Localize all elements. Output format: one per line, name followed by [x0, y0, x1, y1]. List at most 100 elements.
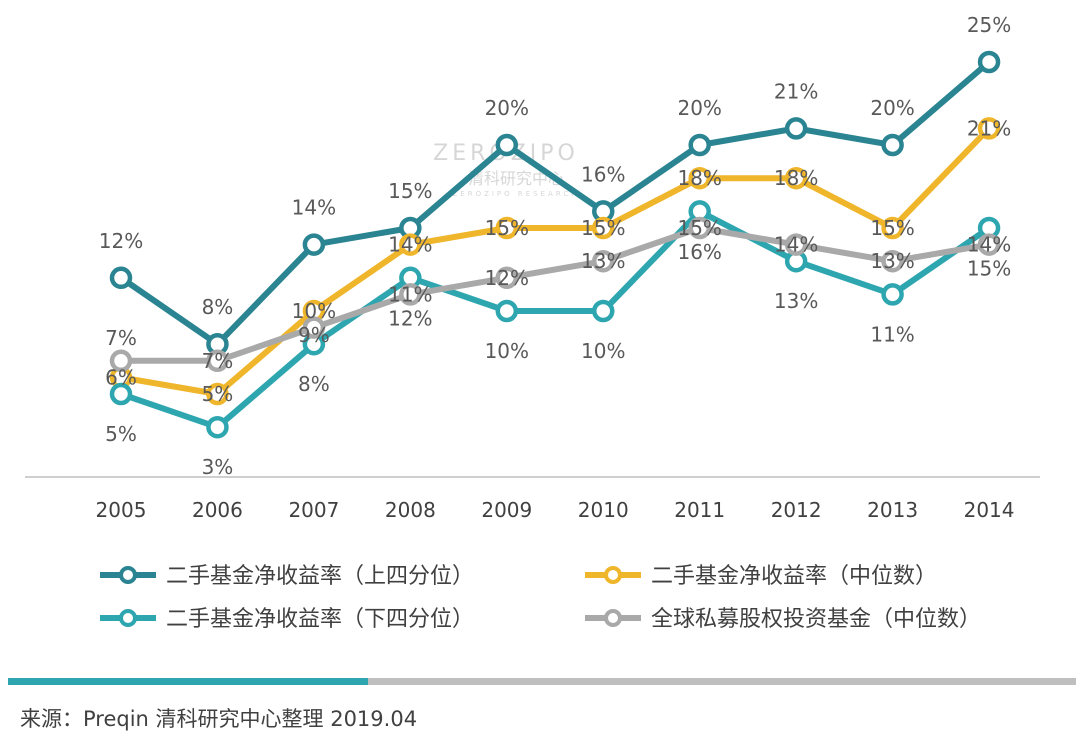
data-label: 14%	[967, 233, 1011, 257]
legend-marker	[604, 566, 622, 584]
legend-marker	[119, 566, 137, 584]
data-label: 13%	[870, 249, 914, 273]
legend-item: 全球私募股权投资基金（中位数）	[585, 607, 981, 632]
data-label: 10%	[485, 339, 529, 363]
data-point	[881, 216, 904, 240]
data-point	[592, 216, 615, 240]
data-label: 14%	[292, 196, 336, 220]
data-point	[881, 249, 904, 273]
data-label: 12%	[485, 266, 529, 290]
data-label: 5%	[105, 422, 137, 446]
series-line	[120, 126, 992, 397]
data-point	[688, 133, 711, 157]
data-label: 20%	[677, 96, 721, 120]
data-point	[206, 415, 229, 439]
data-label: 5%	[202, 382, 234, 406]
data-label: 11%	[870, 322, 914, 346]
data-label: 15%	[870, 216, 914, 240]
data-label: 13%	[581, 249, 625, 273]
data-point	[109, 349, 133, 373]
data-label: 15%	[581, 216, 625, 240]
data-label: 13%	[774, 289, 818, 313]
data-point	[495, 216, 519, 240]
data-label: 10%	[581, 339, 625, 363]
legend-marker	[119, 609, 137, 627]
legend-item: 二手基金净收益率（上四分位）	[100, 564, 474, 589]
data-point	[592, 249, 615, 273]
data-label: 20%	[870, 96, 914, 120]
data-point	[495, 266, 519, 290]
data-label: 14%	[774, 233, 818, 257]
data-point	[302, 316, 326, 339]
data-label: 7%	[202, 349, 234, 373]
x-tick-label: 2005	[96, 498, 147, 522]
data-point	[688, 166, 711, 190]
data-point	[977, 50, 1001, 74]
data-label: 11%	[388, 282, 432, 306]
legend-marker	[604, 609, 622, 627]
legend-label: 二手基金净收益率（上四分位）	[166, 564, 474, 589]
data-point	[109, 382, 133, 406]
data-label: 18%	[677, 166, 721, 190]
series-3	[109, 216, 1001, 373]
series-line	[120, 208, 991, 431]
data-label: 15%	[677, 216, 721, 240]
watermark-sub: ZEROZIPO RESEARCH	[452, 190, 579, 198]
data-point	[784, 166, 808, 190]
data-point	[688, 216, 711, 240]
data-label: 9%	[298, 323, 330, 347]
data-point	[399, 233, 422, 256]
legend-label: 二手基金净收益率（中位数）	[651, 564, 937, 589]
data-point	[495, 299, 519, 323]
data-point	[495, 133, 519, 157]
series-2	[109, 200, 1001, 439]
data-label: 15%	[967, 257, 1011, 281]
data-label: 14%	[388, 233, 432, 257]
data-point	[977, 233, 1001, 256]
series-line	[121, 225, 990, 364]
data-label: 16%	[581, 162, 625, 186]
source-note: 来源：Preqin 清科研究中心整理 2019.04	[20, 707, 417, 731]
data-label: 25%	[967, 13, 1011, 37]
x-tick-label: 2007	[288, 498, 339, 522]
data-point	[206, 382, 229, 406]
data-label: 8%	[202, 295, 234, 319]
x-tick-label: 2008	[385, 498, 436, 522]
data-point	[881, 283, 904, 306]
legend-label: 全球私募股权投资基金（中位数）	[651, 607, 981, 632]
footer-bar-accent	[8, 678, 368, 685]
legend-item: 二手基金净收益率（中位数）	[585, 564, 937, 589]
data-label: 20%	[485, 96, 529, 120]
data-point	[206, 349, 229, 373]
data-label: 21%	[967, 116, 1011, 140]
x-tick-label: 2011	[674, 498, 725, 522]
data-label: 16%	[677, 240, 721, 264]
data-label: 18%	[774, 166, 818, 190]
data-label: 15%	[485, 216, 529, 240]
data-label: 21%	[774, 79, 818, 103]
footer-bar	[368, 678, 1076, 685]
legend-item: 二手基金净收益率（下四分位）	[100, 607, 474, 632]
x-tick-label: 2009	[481, 498, 532, 522]
data-point	[592, 299, 615, 323]
data-label: 3%	[202, 455, 234, 479]
x-tick-label: 2013	[867, 498, 918, 522]
data-label: 10%	[292, 299, 336, 323]
data-point	[302, 233, 326, 256]
data-point	[399, 283, 422, 306]
data-label: 15%	[388, 179, 432, 203]
watermark-cn: 清科研究中心	[468, 169, 564, 188]
data-label: 6%	[105, 365, 137, 389]
data-point	[784, 117, 808, 140]
legend-label: 二手基金净收益率（下四分位）	[166, 607, 474, 632]
data-label: 7%	[105, 326, 137, 350]
data-point	[881, 133, 904, 157]
data-label: 12%	[99, 229, 143, 253]
series-0	[109, 50, 1001, 356]
data-point	[109, 266, 133, 290]
data-point	[977, 117, 1001, 140]
x-tick-label: 2006	[192, 498, 243, 522]
series-line	[119, 59, 992, 348]
data-label: 8%	[298, 372, 330, 396]
